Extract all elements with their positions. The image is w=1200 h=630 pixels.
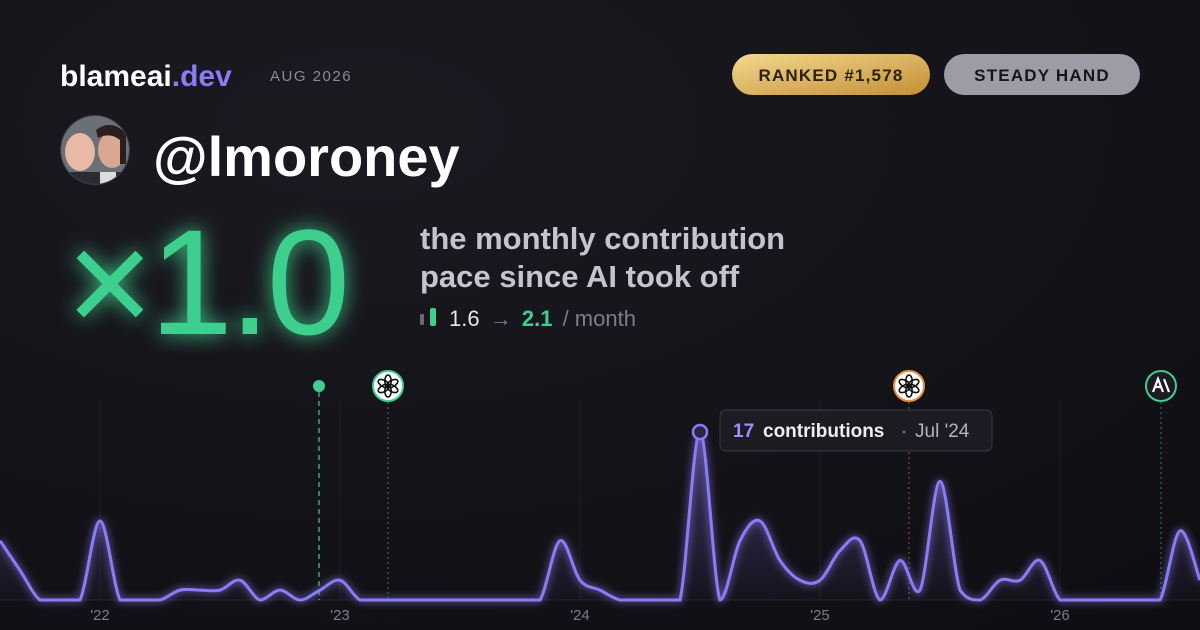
tooltip-separator [902, 430, 906, 434]
milestone-dot [313, 380, 325, 392]
multiplier: ×1.0 [66, 198, 346, 366]
highlight-point [691, 423, 709, 441]
line [0, 430, 1200, 602]
rate-before: 1.6 [449, 306, 480, 331]
avatar [60, 115, 130, 185]
rank-badge [732, 54, 930, 95]
tooltip-value: 17 [733, 421, 754, 442]
title-badge-text: STEADY HAND [974, 66, 1110, 85]
brand-name: blameai [60, 60, 172, 93]
tooltip [719, 409, 993, 452]
brand: blameai.dev [60, 60, 232, 93]
x-tick-label: '22 [90, 607, 110, 624]
rate-unit: / month [563, 306, 636, 331]
x-tick-label: '23 [330, 607, 350, 624]
icon-glyph [1151, 375, 1171, 393]
x-tick-label: '24 [570, 607, 590, 624]
icon-glyph [898, 378, 911, 389]
milestone-icon [893, 370, 925, 402]
brand-suffix: .dev [172, 60, 232, 93]
rate-arrow: → [490, 306, 512, 331]
icon-glyph [377, 378, 390, 389]
chart: '22 '23 '24 '25 '26 17 contributions Jul '24 [0, 370, 1200, 624]
handle: @lmoroney [153, 125, 460, 188]
description-line: pace since AI took off [420, 259, 740, 294]
tooltip-label: contributions [763, 421, 884, 442]
period: AUG 2026 [270, 68, 352, 85]
rate-icon [420, 308, 436, 326]
icon-ring [372, 370, 404, 402]
x-tick-label: '26 [1050, 607, 1070, 624]
title-badge [944, 54, 1140, 95]
rate: 1.6 → 2.1 / month [449, 306, 636, 331]
tooltip-date: Jul '24 [915, 421, 970, 442]
milestone-icon [372, 370, 404, 402]
icon-ring [893, 370, 925, 402]
x-tick-label: '25 [810, 607, 830, 624]
rate-after: 2.1 [522, 306, 553, 331]
milestone-icon [1145, 370, 1177, 402]
description-line: the monthly contribution [420, 221, 785, 256]
rank-badge-text: RANKED #1,578 [758, 66, 903, 85]
